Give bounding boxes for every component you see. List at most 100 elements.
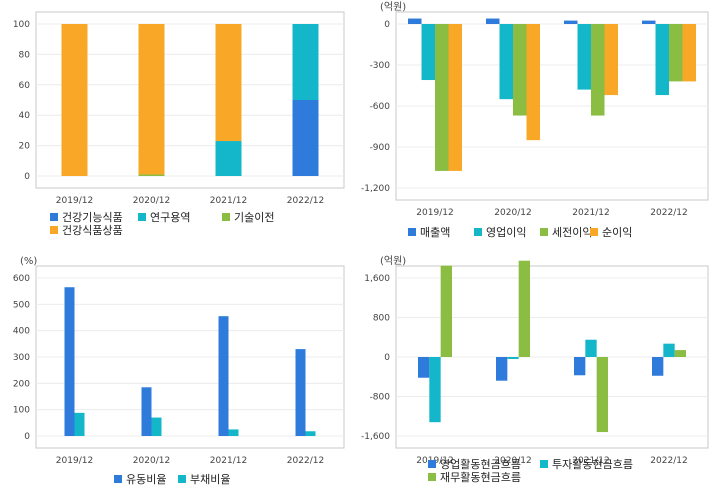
legend-label: 투자활동현금흐름 <box>552 457 633 471</box>
bar <box>151 417 162 436</box>
bar <box>421 24 435 81</box>
legend-item: 영업활동현금흐름 <box>428 457 521 471</box>
legend-label: 유동비율 <box>126 473 166 486</box>
y-tick-label: 40 <box>19 111 31 121</box>
bar <box>418 357 430 378</box>
bar <box>215 24 242 142</box>
y-tick-label: 500 <box>13 300 30 310</box>
y-tick-label: 100 <box>13 406 30 416</box>
x-tick-label: 2020/12 <box>494 456 531 466</box>
legend-item: 세전이익 <box>540 226 592 239</box>
legend-swatch <box>590 228 598 236</box>
bar <box>663 343 675 357</box>
bar <box>674 350 686 357</box>
legend-label: 기술이전 <box>234 211 274 224</box>
bar <box>682 24 696 82</box>
y-tick-label: 300 <box>13 353 30 363</box>
legend-swatch <box>474 228 482 236</box>
x-tick-label: 2022/12 <box>287 456 324 466</box>
bar <box>642 20 656 24</box>
legend-swatch <box>222 213 230 221</box>
y-tick-label: 800 <box>373 314 390 324</box>
bar <box>292 24 319 100</box>
y-tick-label: 1,600 <box>364 274 390 284</box>
bar <box>61 24 88 176</box>
bar <box>574 357 586 376</box>
chart-2: -1,200 -900 -600 -300 0 (억원) 2019/12 2020/12 202… <box>361 1 709 239</box>
bar <box>585 339 597 357</box>
bar <box>429 357 441 423</box>
bar <box>138 174 165 176</box>
y-tick-label: -1,600 <box>361 432 390 442</box>
bar <box>496 357 508 381</box>
bar <box>655 24 669 96</box>
legend-swatch <box>50 226 58 234</box>
x-tick-label: 2021/12 <box>210 196 247 206</box>
legend-label: 영업활동현금흐름 <box>440 457 521 471</box>
legend-label: 매출액 <box>420 226 450 239</box>
bar <box>408 18 422 24</box>
y-tick-label: 60 <box>19 81 31 91</box>
y-tick-label: -800 <box>370 393 391 403</box>
unit-label: (%) <box>20 256 37 267</box>
y-tick-label: 200 <box>13 379 30 389</box>
x-tick-label: 2020/12 <box>133 196 170 206</box>
legend-swatch <box>540 460 548 468</box>
legend-item: 연구용역 <box>138 211 190 224</box>
bar <box>518 260 530 357</box>
bar <box>64 287 75 436</box>
y-tick-label: 20 <box>19 142 31 152</box>
bar <box>215 141 242 176</box>
y-tick-label: 80 <box>19 50 31 60</box>
bar <box>292 100 319 176</box>
legend-swatch <box>428 473 436 481</box>
x-tick-label: 2020/12 <box>133 456 170 466</box>
x-tick-label: 2019/12 <box>56 456 93 466</box>
bar <box>74 412 85 436</box>
legend-swatch <box>50 213 58 221</box>
bar <box>604 24 618 96</box>
legend-item: 투자활동현금흐름 <box>540 457 633 471</box>
y-tick-label: -1,200 <box>361 184 390 194</box>
legend-item: 매출액 <box>408 226 450 239</box>
legend-item: 재무활동현금흐름 <box>428 470 521 484</box>
bar <box>138 24 165 175</box>
legend-item: 영업이익 <box>474 226 526 239</box>
y-tick-label: 600 <box>13 274 30 284</box>
y-tick-label: 0 <box>24 172 30 182</box>
y-tick-label: -300 <box>370 61 391 71</box>
unit-label: (억원) <box>380 255 406 267</box>
legend-swatch <box>138 213 146 221</box>
plot-frame <box>35 11 345 189</box>
bar <box>305 431 316 436</box>
y-tick-label: 400 <box>13 327 30 337</box>
y-tick-label: 100 <box>13 20 30 30</box>
bar <box>228 429 239 436</box>
y-tick-label: -600 <box>370 102 391 112</box>
bar <box>591 24 605 116</box>
legend-item: 순이익 <box>590 226 632 239</box>
legend-label: 연구용역 <box>150 211 190 224</box>
legend-item: 건강식품상품 <box>50 224 123 237</box>
y-tick-label: 0 <box>24 432 30 442</box>
y-tick-label: -900 <box>370 143 391 153</box>
legend-swatch <box>178 475 186 483</box>
bar <box>499 24 513 100</box>
legend-swatch <box>408 228 416 236</box>
legend-label: 건강기능식품 <box>62 211 123 224</box>
bar <box>564 20 578 24</box>
legend-swatch <box>428 460 436 468</box>
legend-label: 세전이익 <box>552 226 592 239</box>
legend-item: 부채비율 <box>178 473 230 486</box>
bar <box>295 349 306 436</box>
x-tick-label: 2019/12 <box>56 196 93 206</box>
chart-3: 0 100 200 300 400 500 600 (%) 2019/12 2020/12 2021… <box>13 256 345 486</box>
x-tick-label: 2020/12 <box>494 208 531 218</box>
x-tick-label: 2021/12 <box>572 208 609 218</box>
x-tick-label: 2022/12 <box>650 208 687 218</box>
x-tick-label: 2022/12 <box>287 196 324 206</box>
y-tick-label: 0 <box>384 20 390 30</box>
y-tick-label: 0 <box>384 353 390 363</box>
legend-label: 부채비율 <box>190 473 230 486</box>
bar <box>669 24 683 82</box>
